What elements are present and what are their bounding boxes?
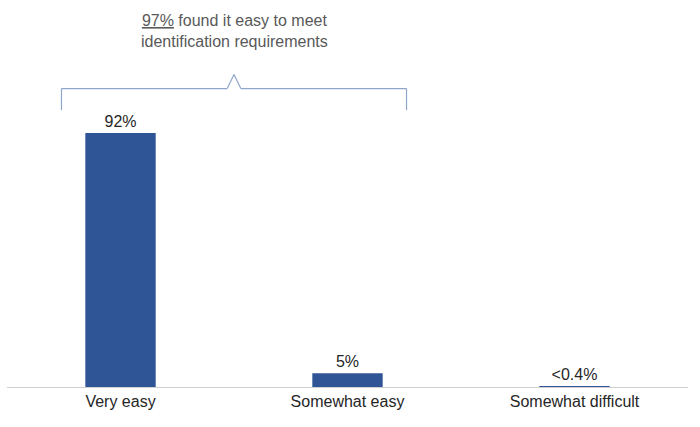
svg-text:5%: 5% <box>336 353 359 370</box>
svg-text:92%: 92% <box>104 113 136 130</box>
svg-text:Somewhat easy: Somewhat easy <box>291 393 405 410</box>
svg-text:<0.4%: <0.4% <box>552 366 598 383</box>
svg-text:Very easy: Very easy <box>85 393 155 410</box>
svg-text:97% found it easy to meetident: 97% found it easy to meetidentification … <box>141 12 328 50</box>
svg-text:Somewhat difficult: Somewhat difficult <box>510 393 640 410</box>
